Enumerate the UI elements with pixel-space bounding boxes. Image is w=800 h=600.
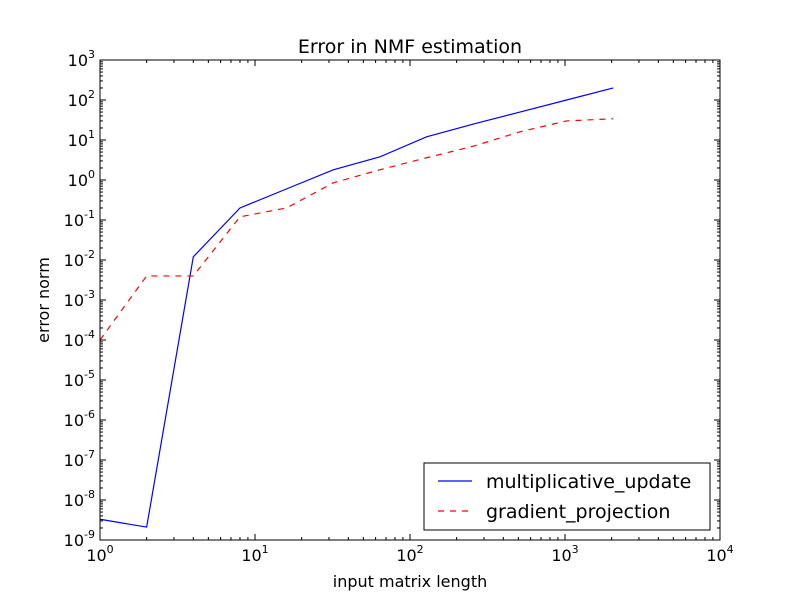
y-tick-exponent: 2 — [88, 88, 95, 101]
y-tick-exponent: -5 — [84, 368, 95, 381]
y-tick-base: 10 — [64, 411, 84, 430]
y-tick-label: 10-1 — [64, 208, 95, 230]
series-line-multiplicative_update — [99, 87, 614, 528]
y-tick-label: 10-7 — [64, 448, 95, 470]
series-line-gradient_projection — [99, 118, 614, 341]
y-tick-base: 10 — [64, 451, 84, 470]
y-tick-base: 10 — [64, 491, 84, 510]
y-tick-base: 10 — [64, 331, 84, 350]
y-tick-base: 10 — [68, 91, 88, 110]
y-tick-base: 10 — [68, 171, 88, 190]
x-tick-label: 103 — [551, 543, 578, 565]
y-tick-label: 100 — [68, 168, 95, 190]
y-tick-base: 10 — [64, 251, 84, 270]
legend-label-gradient_projection: gradient_projection — [486, 501, 670, 523]
y-tick-label: 10-3 — [64, 288, 95, 310]
x-tick-exponent: 0 — [107, 543, 114, 556]
legend-box — [423, 462, 711, 531]
y-tick-label: 10-2 — [64, 248, 95, 270]
y-tick-base: 10 — [64, 371, 84, 390]
x-tick-label: 101 — [241, 543, 268, 565]
plot-area — [99, 87, 614, 528]
y-tick-base: 10 — [68, 131, 88, 150]
y-tick-label: 10-5 — [64, 368, 95, 390]
y-tick-exponent: -7 — [84, 448, 95, 461]
y-tick-base: 10 — [64, 531, 84, 550]
y-tick-label: 103 — [68, 48, 95, 70]
y-axis-label: error norm — [34, 257, 53, 343]
y-tick-label: 101 — [68, 128, 95, 150]
x-tick-label: 100 — [86, 543, 113, 565]
y-tick-exponent: 3 — [88, 48, 95, 61]
x-tick-exponent: 3 — [572, 543, 579, 556]
y-tick-label: 10-8 — [64, 488, 95, 510]
y-tick-base: 10 — [64, 211, 84, 230]
y-tick-base: 10 — [68, 51, 88, 70]
x-tick-exponent: 1 — [262, 543, 269, 556]
y-tick-exponent: -3 — [84, 288, 95, 301]
y-tick-exponent: 1 — [88, 128, 95, 141]
y-tick-exponent: -1 — [84, 208, 95, 221]
x-tick-exponent: 2 — [417, 543, 424, 556]
y-tick-exponent: -2 — [84, 248, 95, 261]
y-tick-label: 10-4 — [64, 328, 95, 350]
y-tick-base: 10 — [64, 291, 84, 310]
chart-title: Error in NMF estimation — [298, 36, 522, 58]
y-tick-exponent: -4 — [84, 328, 95, 341]
y-tick-exponent: -6 — [84, 408, 95, 421]
x-tick-label: 104 — [706, 543, 733, 565]
y-tick-exponent: -8 — [84, 488, 95, 501]
y-tick-label: 102 — [68, 88, 95, 110]
y-tick-exponent: -9 — [84, 528, 95, 541]
y-tick-label: 10-6 — [64, 408, 95, 430]
x-axis-label: input matrix length — [333, 572, 487, 591]
legend: multiplicative_update gradient_projection — [423, 462, 711, 531]
axis-ticks: 100 101 102 103 10410-910-810-710-610-510-41… — [64, 48, 734, 565]
y-tick-exponent: 0 — [88, 168, 95, 181]
x-tick-label: 102 — [396, 543, 423, 565]
x-tick-exponent: 4 — [727, 543, 734, 556]
y-tick-label: 10-9 — [64, 528, 95, 550]
legend-label-multiplicative_update: multiplicative_update — [486, 471, 691, 493]
